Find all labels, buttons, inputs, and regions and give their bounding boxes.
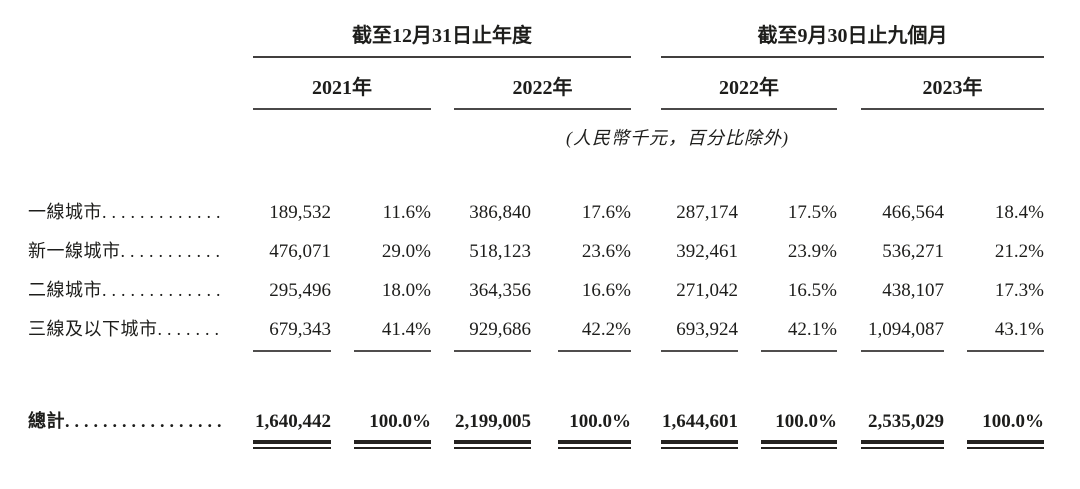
total-amount-cell: 2,199,005 (454, 409, 531, 450)
amount-cell: 476,071 (269, 241, 331, 263)
percent-cell: 16.5% (787, 280, 837, 302)
row-label-cell: 三線及以下城市 ....... (0, 316, 222, 342)
amount-cell: 295,496 (269, 280, 331, 302)
total-value: 2,535,029 (868, 411, 944, 433)
total-value: 100.0% (982, 411, 1044, 433)
total-amount-cell: 1,640,442 (253, 409, 331, 450)
year-header-2022-9m: 2022年 (661, 76, 837, 110)
amount-cell: 392,461 (676, 241, 738, 263)
row-label: 二線城市 (28, 280, 102, 301)
total-value: 1,644,601 (662, 411, 738, 433)
percent-cell: 43.1% (967, 317, 1044, 353)
total-value: 100.0% (775, 411, 837, 433)
period-header-nine-months: 截至9月30日止九個月 (661, 24, 1044, 58)
amount-cell: 518,123 (469, 241, 531, 263)
total-amount-cell: 1,644,601 (661, 409, 738, 450)
percent-cell: 17.3% (994, 280, 1044, 302)
row-label-cell: 一線城市 .............. (0, 199, 222, 225)
double-rule (253, 440, 331, 450)
total-value: 2,199,005 (455, 411, 531, 433)
dot-leader: .................. (65, 411, 222, 432)
period-header-year-ended: 截至12月31日止年度 (253, 24, 631, 58)
total-percent-cell: 100.0% (354, 409, 431, 450)
total-percent-cell: 100.0% (967, 409, 1044, 450)
amount-cell: 693,924 (661, 317, 738, 353)
amount-cell: 271,042 (676, 280, 738, 302)
dot-leader: ............ (120, 241, 223, 262)
double-rule (967, 440, 1044, 450)
table-row-tier3-and-below-cities: 三線及以下城市 ....... 679,343 41.4% 929,686 42… (0, 316, 1080, 353)
amount-cell: 287,174 (676, 202, 738, 224)
total-label: 總計 (28, 411, 65, 432)
double-rule (861, 440, 944, 450)
total-value: 1,640,442 (255, 411, 331, 433)
amount-cell: 189,532 (269, 202, 331, 224)
row-label-cell: 二線城市 .............. (0, 277, 222, 303)
unit-note: (人民幣千元，百分比除外) (566, 128, 789, 148)
dot-leader: .............. (102, 280, 222, 301)
dot-leader: ....... (157, 319, 222, 340)
total-value: 100.0% (569, 411, 631, 433)
percent-cell: 23.6% (581, 241, 631, 263)
amount-cell: 679,343 (253, 317, 331, 353)
double-rule (354, 440, 431, 450)
total-percent-cell: 100.0% (558, 409, 631, 450)
double-rule (661, 440, 738, 450)
row-label: 一線城市 (28, 202, 102, 223)
table-body: 一線城市 .............. 189,532 11.6% 386,84… (0, 199, 1080, 450)
percent-cell: 16.6% (581, 280, 631, 302)
amount-cell: 929,686 (454, 317, 531, 353)
table-row-tier1-cities: 一線城市 .............. 189,532 11.6% 386,84… (0, 199, 1080, 226)
percent-cell: 41.4% (354, 317, 431, 353)
amount-cell: 466,564 (882, 202, 944, 224)
percent-cell: 21.2% (994, 241, 1044, 263)
year-header-row: 2021年 2022年 2022年 2023年 (0, 76, 1080, 110)
amount-cell: 1,094,087 (861, 317, 944, 353)
percent-cell: 18.0% (381, 280, 431, 302)
amount-cell: 438,107 (882, 280, 944, 302)
year-header-2022: 2022年 (454, 76, 631, 110)
amount-cell: 386,840 (469, 202, 531, 224)
row-label: 新一線城市 (28, 241, 121, 262)
table-row-tier2-cities: 二線城市 .............. 295,496 18.0% 364,35… (0, 277, 1080, 304)
percent-cell: 18.4% (994, 202, 1044, 224)
double-rule (558, 440, 631, 450)
unit-note-row: (人民幣千元，百分比除外) (0, 126, 1080, 151)
row-label-cell: 總計 .................. (0, 408, 222, 434)
dot-leader: .............. (102, 202, 222, 223)
percent-cell: 42.1% (761, 317, 837, 353)
row-label: 三線及以下城市 (28, 319, 158, 340)
period-header-row: 截至12月31日止年度 截至9月30日止九個月 (0, 0, 1080, 58)
total-percent-cell: 100.0% (761, 409, 837, 450)
table-row-new-tier1-cities: 新一線城市 ............ 476,071 29.0% 518,123… (0, 238, 1080, 265)
year-header-2023-9m: 2023年 (861, 76, 1044, 110)
amount-cell: 364,356 (469, 280, 531, 302)
double-rule (761, 440, 837, 450)
table-row-total: 總計 .................. 1,640,442 100.0% 2… (0, 408, 1080, 450)
amount-cell: 536,271 (882, 241, 944, 263)
year-header-2021: 2021年 (253, 76, 431, 110)
percent-cell: 17.5% (787, 202, 837, 224)
row-label-cell: 新一線城市 ............ (0, 238, 222, 264)
percent-cell: 42.2% (558, 317, 631, 353)
double-rule (454, 440, 531, 450)
percent-cell: 29.0% (381, 241, 431, 263)
total-amount-cell: 2,535,029 (861, 409, 944, 450)
percent-cell: 17.6% (581, 202, 631, 224)
total-value: 100.0% (369, 411, 431, 433)
percent-cell: 11.6% (382, 202, 431, 224)
percent-cell: 23.9% (787, 241, 837, 263)
